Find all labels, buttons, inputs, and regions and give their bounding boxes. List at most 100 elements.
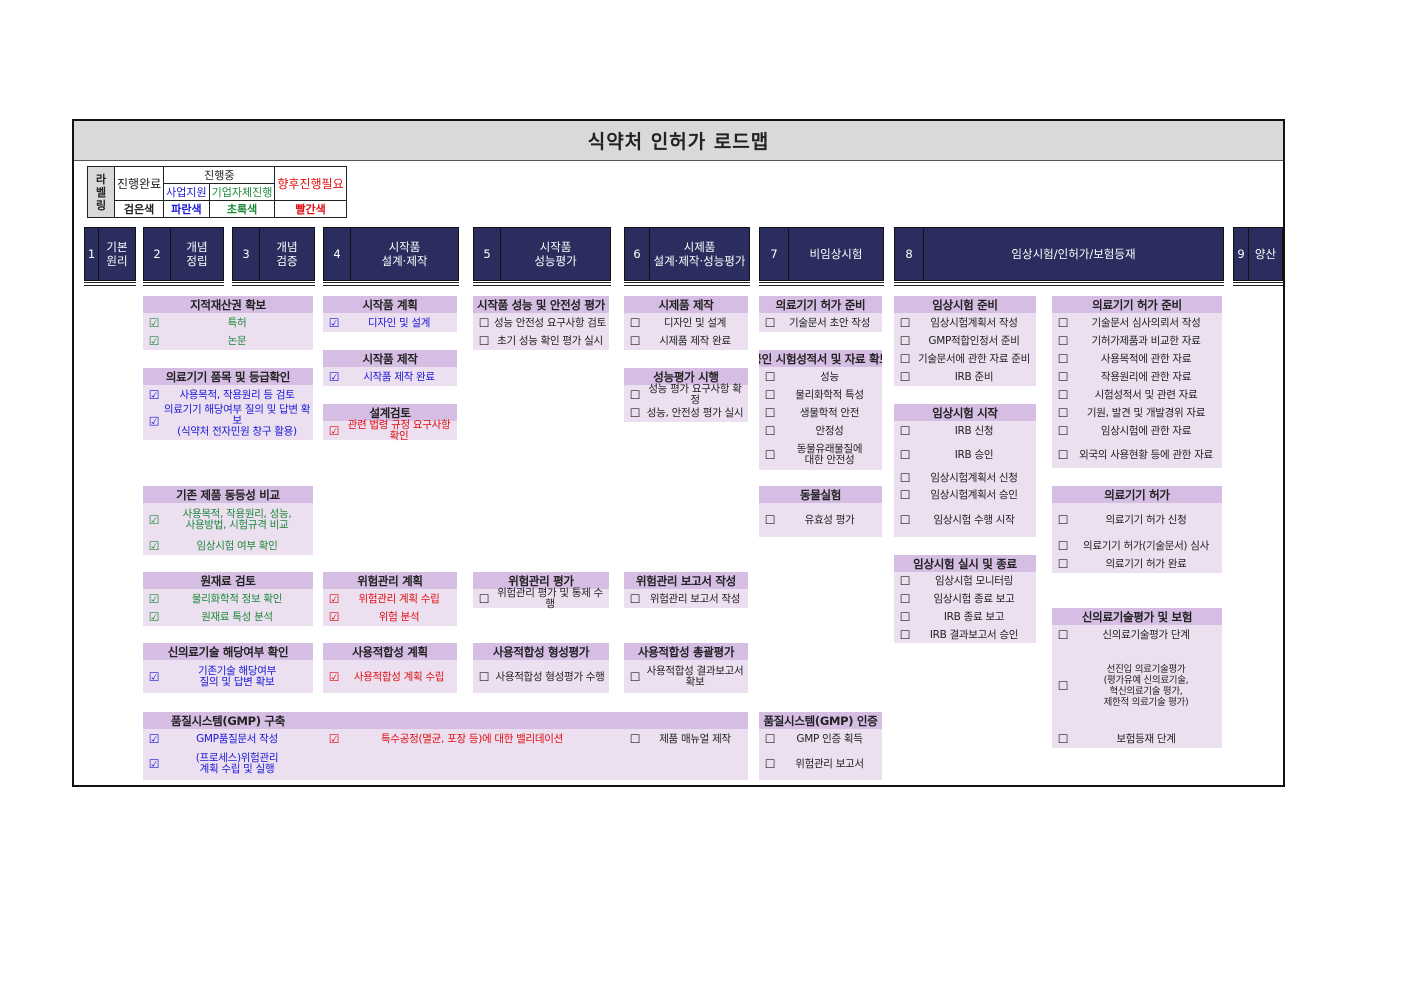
task-group: 품질시스템(GMP) 구축 ☑ GMP품질문서 작성 ☑ (프로세스)위험관리 계획 수… xyxy=(143,712,748,780)
stage-number: 9 xyxy=(1234,228,1249,280)
unchecked-checkbox-icon[interactable]: ☐ xyxy=(899,370,911,384)
checked-checkbox-icon[interactable]: ☑ xyxy=(328,316,340,330)
unchecked-checkbox-icon[interactable]: ☐ xyxy=(899,316,911,330)
unchecked-checkbox-icon[interactable]: ☐ xyxy=(1057,513,1069,527)
unchecked-checkbox-icon[interactable]: ☐ xyxy=(764,448,776,462)
unchecked-checkbox-icon[interactable]: ☐ xyxy=(764,424,776,438)
task-group-title: 기존 제품 동등성 비교 xyxy=(143,486,313,503)
task-item: ☑ 의료기기 해당여부 질의 및 답변 확보 (식약처 전자민원 창구 활용) xyxy=(145,404,311,438)
task-item-text: 임상시험 종료 보고 xyxy=(933,592,1015,605)
task-item-text: IRB 결과보고서 승인 xyxy=(929,628,1019,641)
unchecked-checkbox-icon[interactable]: ☐ xyxy=(1057,424,1069,438)
unchecked-checkbox-icon[interactable]: ☐ xyxy=(764,406,776,420)
unchecked-checkbox-icon[interactable]: ☐ xyxy=(899,513,911,527)
task-item: ☐ 기술문서에 관한 자료 준비 xyxy=(896,352,1034,366)
task-item: ☐ 생물학적 안전 xyxy=(761,406,880,420)
task-group: 품질시스템(GMP) 인증 ☐ GMP 인증 획득 ☐ 위험관리 보고서 xyxy=(759,712,882,780)
checked-checkbox-icon[interactable]: ☑ xyxy=(328,592,340,606)
unchecked-checkbox-icon[interactable]: ☐ xyxy=(629,670,641,684)
unchecked-checkbox-icon[interactable]: ☐ xyxy=(629,388,641,402)
unchecked-checkbox-icon[interactable]: ☐ xyxy=(899,448,911,462)
task-item: ☐ 임상시험계획서 신청 xyxy=(896,471,1034,485)
task-group: 의료기기 허가 준비 ☐ 기술문서 초안 작성 xyxy=(759,296,882,332)
unchecked-checkbox-icon[interactable]: ☐ xyxy=(1057,388,1069,402)
checked-checkbox-icon[interactable]: ☑ xyxy=(328,424,340,438)
task-item-text: 위험관리 계획 수립 xyxy=(358,592,440,605)
unchecked-checkbox-icon[interactable]: ☐ xyxy=(1057,628,1069,642)
unchecked-checkbox-icon[interactable]: ☐ xyxy=(1057,557,1069,571)
unchecked-checkbox-icon[interactable]: ☐ xyxy=(478,592,490,606)
unchecked-checkbox-icon[interactable]: ☐ xyxy=(899,488,911,502)
checked-checkbox-icon[interactable]: ☑ xyxy=(148,388,160,402)
unchecked-checkbox-icon[interactable]: ☐ xyxy=(764,732,776,746)
unchecked-checkbox-icon[interactable]: ☐ xyxy=(1057,352,1069,366)
unchecked-checkbox-icon[interactable]: ☐ xyxy=(899,592,911,606)
unchecked-checkbox-icon[interactable]: ☐ xyxy=(629,592,641,606)
task-item: ☐ 임상시험계획서 승인 xyxy=(896,488,1034,502)
task-item: ☐ 작용원리에 관한 자료 xyxy=(1054,370,1220,384)
unchecked-checkbox-icon[interactable]: ☐ xyxy=(899,424,911,438)
page-title: 식약처 인허가 로드맵 xyxy=(74,121,1283,161)
unchecked-checkbox-icon[interactable]: ☐ xyxy=(478,670,490,684)
task-item: ☑ 특허 xyxy=(145,316,311,330)
task-group: 임상시험 준비 ☐ 임상시험계획서 작성 ☐ GMP적합인정서 준비 ☐ 기술문서에 관한 … xyxy=(894,296,1036,386)
checked-checkbox-icon[interactable]: ☑ xyxy=(328,370,340,384)
checked-checkbox-icon[interactable]: ☑ xyxy=(148,610,160,624)
checked-checkbox-icon[interactable]: ☑ xyxy=(328,670,340,684)
checked-checkbox-icon[interactable]: ☑ xyxy=(148,757,160,771)
legend-support: 사업지원 xyxy=(163,183,210,201)
unchecked-checkbox-icon[interactable]: ☐ xyxy=(1057,539,1069,553)
task-group: 임상시험 시작 ☐ IRB 신청 ☐ IRB 승인 ☐ 임상시험계획서 신청 ☐ 임상시험계획서… xyxy=(894,404,1036,537)
unchecked-checkbox-icon[interactable]: ☐ xyxy=(1057,406,1069,420)
unchecked-checkbox-icon[interactable]: ☐ xyxy=(764,757,776,771)
checked-checkbox-icon[interactable]: ☑ xyxy=(148,316,160,330)
checked-checkbox-icon[interactable]: ☑ xyxy=(148,539,160,553)
unchecked-checkbox-icon[interactable]: ☐ xyxy=(1057,334,1069,348)
unchecked-checkbox-icon[interactable]: ☐ xyxy=(1057,679,1069,693)
checked-checkbox-icon[interactable]: ☑ xyxy=(148,732,160,746)
task-item: ☑ GMP품질문서 작성 xyxy=(145,732,311,746)
checked-checkbox-icon[interactable]: ☑ xyxy=(148,513,160,527)
task-item: ☑ 물리화학적 정보 확인 xyxy=(145,592,311,606)
stage-1: 1 기본 원리 xyxy=(84,227,136,281)
task-group: 원재료 검토 ☑ 물리화학적 정보 확인 ☑ 원재료 특성 분석 xyxy=(143,572,313,626)
unchecked-checkbox-icon[interactable]: ☐ xyxy=(764,513,776,527)
unchecked-checkbox-icon[interactable]: ☐ xyxy=(764,388,776,402)
task-item-text: 논문 xyxy=(227,334,247,347)
task-item-text: 특허 xyxy=(227,316,247,329)
checked-checkbox-icon[interactable]: ☑ xyxy=(148,670,160,684)
unchecked-checkbox-icon[interactable]: ☐ xyxy=(899,471,911,485)
legend-future: 향후진행필요 xyxy=(274,166,347,201)
unchecked-checkbox-icon[interactable]: ☐ xyxy=(899,352,911,366)
unchecked-checkbox-icon[interactable]: ☐ xyxy=(629,334,641,348)
task-item: ☐ 디자인 및 설계 xyxy=(626,316,746,330)
unchecked-checkbox-icon[interactable]: ☐ xyxy=(899,628,911,642)
unchecked-checkbox-icon[interactable]: ☐ xyxy=(629,732,641,746)
task-group-title-band xyxy=(313,712,748,729)
unchecked-checkbox-icon[interactable]: ☐ xyxy=(1057,448,1069,462)
stage-number: 8 xyxy=(895,228,924,280)
task-item-text: 디자인 및 설계 xyxy=(367,316,431,329)
unchecked-checkbox-icon[interactable]: ☐ xyxy=(478,334,490,348)
stage-label: 개념 검증 xyxy=(276,240,298,268)
task-item: ☐ 동물유래물질에 대한 안전성 xyxy=(761,444,880,466)
unchecked-checkbox-icon[interactable]: ☐ xyxy=(478,316,490,330)
checked-checkbox-icon[interactable]: ☑ xyxy=(148,334,160,348)
checked-checkbox-icon[interactable]: ☑ xyxy=(148,414,160,428)
unchecked-checkbox-icon[interactable]: ☐ xyxy=(899,574,911,588)
unchecked-checkbox-icon[interactable]: ☐ xyxy=(1057,370,1069,384)
checked-checkbox-icon[interactable]: ☑ xyxy=(328,732,340,746)
unchecked-checkbox-icon[interactable]: ☐ xyxy=(1057,316,1069,330)
unchecked-checkbox-icon[interactable]: ☐ xyxy=(764,370,776,384)
unchecked-checkbox-icon[interactable]: ☐ xyxy=(899,610,911,624)
task-item-text: 기술문서에 관한 자료 준비 xyxy=(917,352,1031,365)
checked-checkbox-icon[interactable]: ☑ xyxy=(148,592,160,606)
task-item: ☑ 사용목적, 작용원리, 성능, 사용방법, 시험규격 비교 xyxy=(145,509,311,531)
unchecked-checkbox-icon[interactable]: ☐ xyxy=(629,406,641,420)
unchecked-checkbox-icon[interactable]: ☐ xyxy=(1057,732,1069,746)
checked-checkbox-icon[interactable]: ☑ xyxy=(328,610,340,624)
unchecked-checkbox-icon[interactable]: ☐ xyxy=(764,316,776,330)
unchecked-checkbox-icon[interactable]: ☐ xyxy=(629,316,641,330)
task-item-text: 보험등재 단계 xyxy=(1116,732,1176,745)
unchecked-checkbox-icon[interactable]: ☐ xyxy=(899,334,911,348)
